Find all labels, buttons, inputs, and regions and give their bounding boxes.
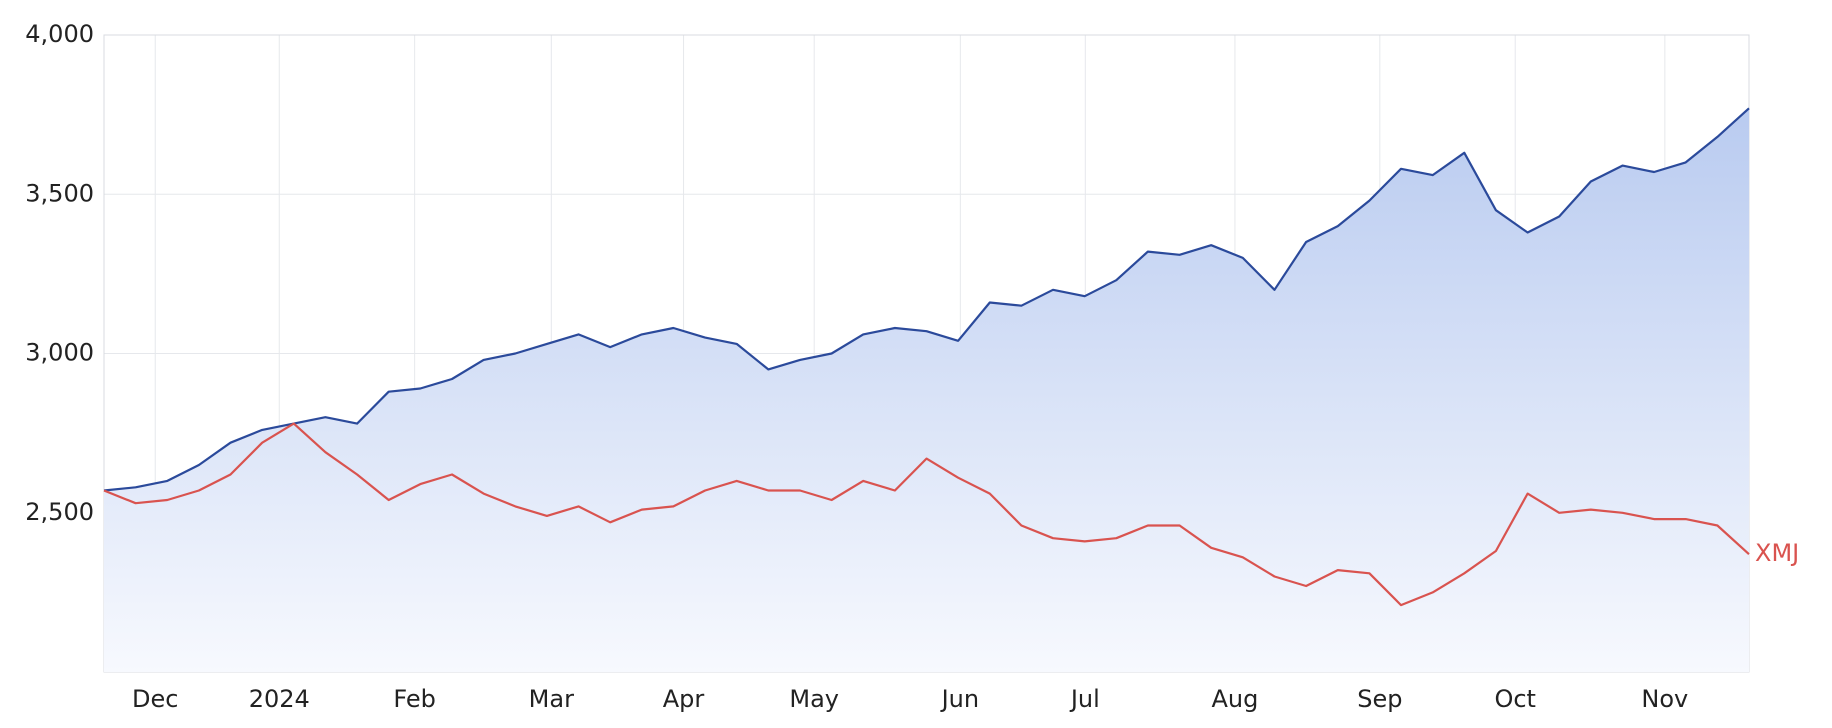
y-tick-label: 3,000	[25, 339, 94, 367]
x-tick-label: Dec	[132, 685, 178, 713]
area	[104, 108, 1749, 673]
x-tick-label: Feb	[393, 685, 436, 713]
x-tick-label: Mar	[529, 685, 574, 713]
series-label: XMJ	[1755, 539, 1799, 567]
line	[103, 422, 1750, 607]
x-tick-label: Aug	[1212, 685, 1259, 713]
x-tick-label: Nov	[1641, 685, 1688, 713]
x-tick-label: Sep	[1357, 685, 1402, 713]
x-tick-label: 2024	[249, 685, 310, 713]
x-tick-label: Jun	[940, 685, 980, 713]
x-tick-label: Oct	[1494, 685, 1536, 713]
x-tick-label: May	[789, 685, 839, 713]
y-tick-label: 4,000	[25, 20, 94, 48]
y-tick-label: 3,500	[25, 179, 94, 207]
y-tick-label: 2,500	[25, 498, 94, 526]
x-tick-label: Apr	[663, 685, 705, 713]
line	[103, 107, 1750, 492]
x-tick-label: Jul	[1069, 685, 1100, 713]
